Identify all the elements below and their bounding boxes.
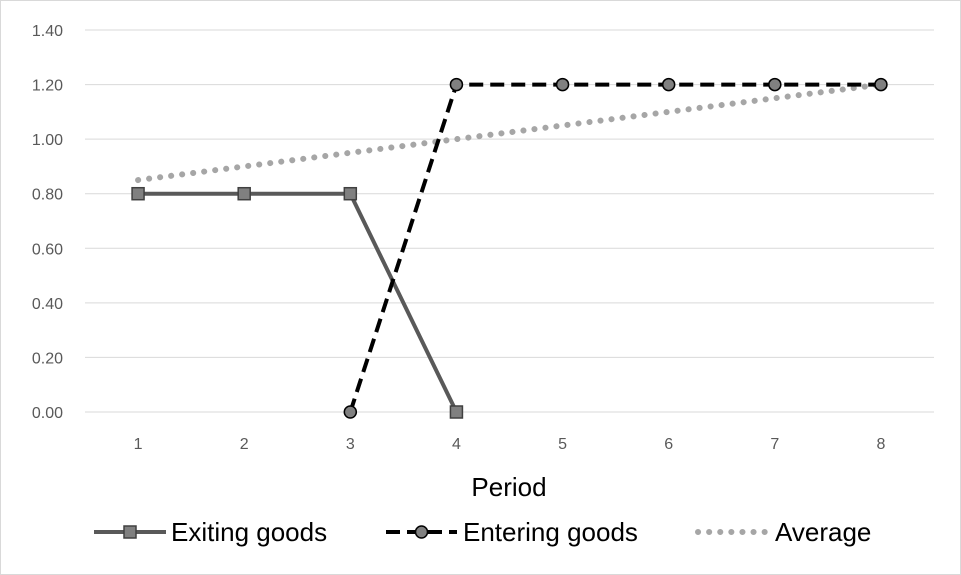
data-point-exiting-goods [131, 186, 145, 201]
data-point-entering-goods [874, 77, 888, 92]
legend-label: Entering goods [463, 517, 638, 547]
y-tick-label: 0.20 [32, 350, 63, 367]
x-tick-label: 2 [240, 436, 249, 453]
legend-item-entering-goods: Entering goods [386, 517, 638, 547]
legend-item-average: Average [695, 517, 871, 547]
y-axis-tick-labels: 0.00 0.20 0.40 0.60 0.80 1.00 1.20 1.40 [32, 23, 63, 422]
x-axis-title: Period [471, 472, 546, 502]
x-tick-label: 7 [770, 436, 779, 453]
x-tick-label: 4 [452, 436, 461, 453]
legend-swatch-marker [123, 525, 137, 539]
x-tick-label: 6 [664, 436, 673, 453]
data-point-entering-goods [661, 77, 676, 92]
series-line-average [135, 81, 884, 184]
series-line-entering-goods [348, 82, 881, 413]
y-tick-label: 0.60 [32, 241, 63, 258]
gridlines [85, 29, 934, 413]
legend-swatch-marker [414, 525, 429, 539]
data-point-entering-goods [449, 77, 464, 92]
legend-label: Exiting goods [171, 517, 327, 547]
y-tick-label: 1.20 [32, 78, 63, 95]
y-tick-label: 1.40 [32, 23, 63, 40]
legend-item-exiting-goods: Exiting goods [94, 517, 327, 547]
y-tick-label: 1.00 [32, 132, 63, 149]
data-point-entering-goods [768, 77, 782, 92]
data-point-exiting-goods [449, 405, 464, 419]
x-tick-label: 1 [134, 436, 143, 453]
y-tick-label: 0.40 [32, 296, 63, 313]
legend-label: Average [775, 517, 871, 547]
y-tick-label: 0.00 [32, 405, 63, 422]
series-line-exiting-goods [138, 191, 459, 413]
x-axis-tick-labels: 1 2 3 4 5 6 7 8 [134, 436, 886, 453]
legend: Exiting goods Entering goods Average [94, 517, 871, 547]
x-tick-label: 3 [346, 436, 355, 453]
data-point-entering-goods [343, 405, 358, 419]
y-tick-label: 0.80 [32, 187, 63, 204]
series-lines [135, 81, 884, 413]
x-tick-label: 5 [558, 436, 567, 453]
data-point-entering-goods [555, 77, 570, 92]
series-markers [131, 77, 888, 419]
data-point-exiting-goods [237, 186, 251, 201]
data-point-exiting-goods [343, 186, 358, 201]
x-tick-label: 8 [876, 436, 885, 453]
